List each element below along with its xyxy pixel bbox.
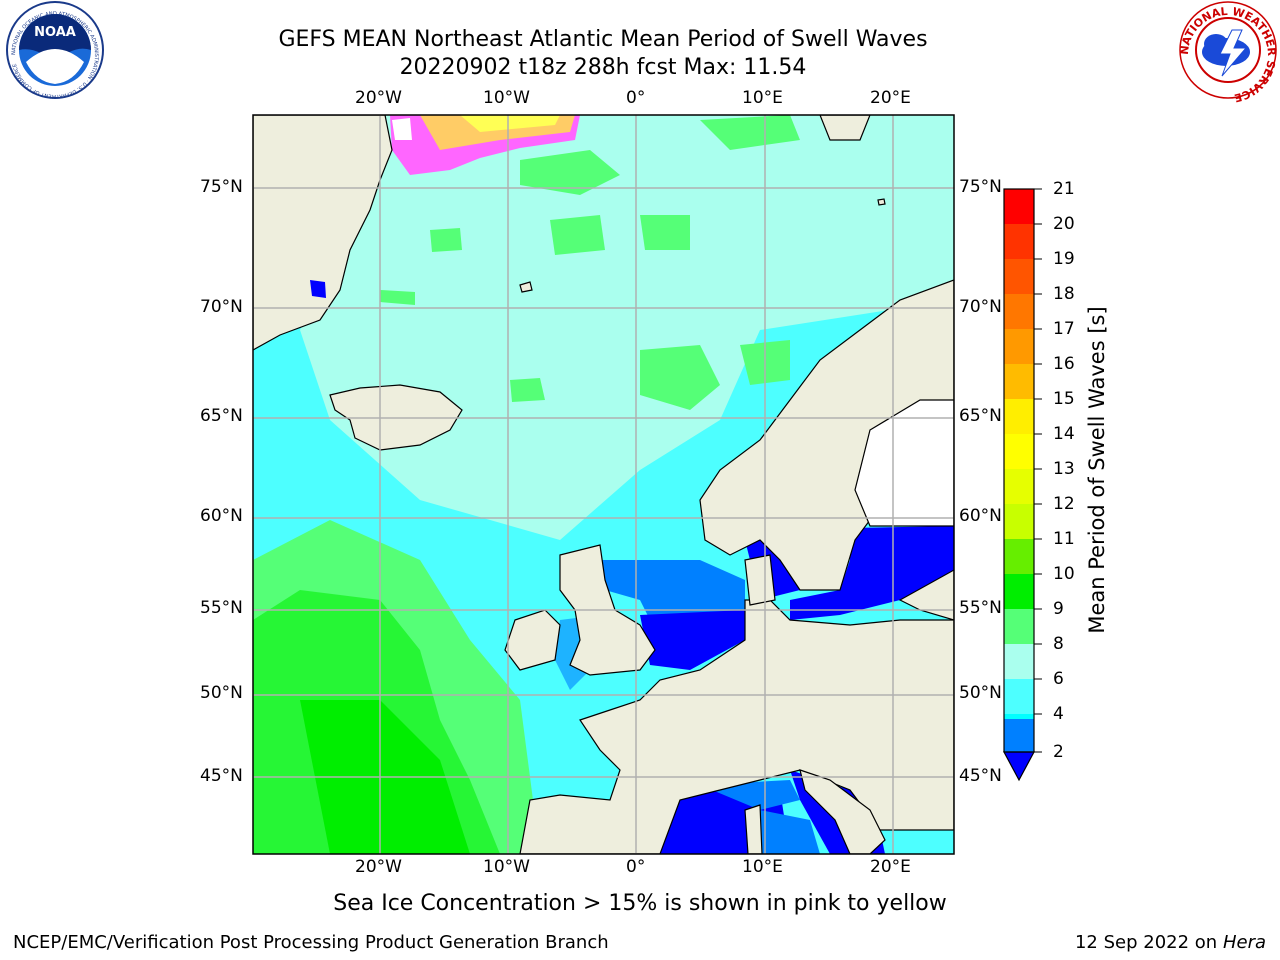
graticule (253, 115, 954, 854)
lat-tick-right-70: 70°N (959, 297, 1002, 317)
colorbar-tick: 11 (1053, 529, 1075, 549)
lat-tick-right-55: 55°N (959, 598, 1002, 618)
colorbar-tick: 15 (1053, 389, 1075, 409)
lat-tick-left-50: 50°N (200, 683, 243, 703)
colorbar-tick: 4 (1053, 704, 1064, 724)
swell-period-field (253, 115, 954, 854)
finland-area (854, 399, 954, 527)
footer-date: 12 Sep 2022 on Hera (1075, 932, 1266, 953)
colorbar-tick: 9 (1053, 599, 1064, 619)
lon-tick-top-20e: 20°E (870, 88, 911, 108)
map-area (253, 115, 954, 854)
footer-machine: Hera (1222, 932, 1266, 953)
lat-tick-left-75: 75°N (200, 177, 243, 197)
lat-tick-left-65: 65°N (200, 406, 243, 426)
colorbar-label: Mean Period of Swell Waves [s] (1085, 306, 1109, 634)
lon-tick-bottom-10e: 10°E (742, 857, 783, 877)
lat-tick-left-70: 70°N (200, 297, 243, 317)
colorbar-tick: 17 (1053, 319, 1075, 339)
lat-tick-left-45: 45°N (200, 766, 243, 786)
lon-tick-bottom-20w: 20°W (355, 857, 402, 877)
colorbar-tick: 2 (1053, 742, 1064, 762)
lat-tick-right-50: 50°N (959, 683, 1002, 703)
greenland-fjord (310, 280, 326, 298)
lon-tick-top-10e: 10°E (742, 88, 783, 108)
colorbar-tick: 19 (1053, 249, 1075, 269)
denmark (744, 554, 776, 606)
colorbar-tick: 8 (1053, 634, 1064, 654)
lat-tick-right-75: 75°N (959, 177, 1002, 197)
noaa-logo: NOAA NATIONAL OCEANIC AND ATMOSPHERIC AD… (6, 1, 104, 99)
lat-tick-right-45: 45°N (959, 766, 1002, 786)
svalbard (819, 115, 871, 141)
sea-ice-note: Sea Ice Concentration > 15% is shown in … (333, 891, 947, 916)
sea-ice (390, 115, 580, 175)
colorbar-tick: 12 (1053, 494, 1075, 514)
colorbar (1002, 188, 1042, 782)
footer-date-text: 12 Sep 2022 on (1074, 932, 1218, 953)
lat-tick-right-65: 65°N (959, 406, 1002, 426)
lat-tick-left-60: 60°N (200, 506, 243, 526)
lon-tick-bottom-20e: 20°E (870, 857, 911, 877)
land (253, 115, 954, 854)
map-subtitle: 20220902 t18z 288h fcst Max: 11.54 (399, 55, 807, 80)
colorbar-tick: 20 (1053, 214, 1075, 234)
colorbar-tick: 21 (1053, 179, 1075, 199)
map-frame (252, 114, 955, 855)
colorbar-tick: 18 (1053, 284, 1075, 304)
sardinia (744, 804, 763, 854)
colorbar-tick: 16 (1053, 354, 1075, 374)
lon-tick-top-10w: 10°W (483, 88, 530, 108)
colorbar-tick: 14 (1053, 424, 1075, 444)
bear-island (877, 198, 886, 206)
colorbar-tick: 10 (1053, 564, 1075, 584)
colorbar-tick: 13 (1053, 459, 1075, 479)
jan-mayen (519, 281, 533, 293)
nws-logo: NATIONAL WEATHER SERVICE (1178, 1, 1278, 104)
italy (799, 769, 886, 854)
map-title: GEFS MEAN Northeast Atlantic Mean Period… (278, 27, 928, 52)
lat-tick-right-60: 60°N (959, 506, 1002, 526)
footer-producer: NCEP/EMC/Verification Post Processing Pr… (13, 932, 609, 953)
svg-text:NOAA: NOAA (34, 25, 76, 40)
baltic-east (898, 569, 954, 621)
lon-tick-top-0: 0° (626, 88, 646, 108)
greenland (253, 115, 393, 351)
lon-tick-bottom-0: 0° (626, 857, 646, 877)
colorbar-tick: 6 (1053, 669, 1064, 689)
lat-tick-left-55: 55°N (200, 598, 243, 618)
lon-tick-top-20w: 20°W (355, 88, 402, 108)
lon-tick-bottom-10w: 10°W (483, 857, 530, 877)
